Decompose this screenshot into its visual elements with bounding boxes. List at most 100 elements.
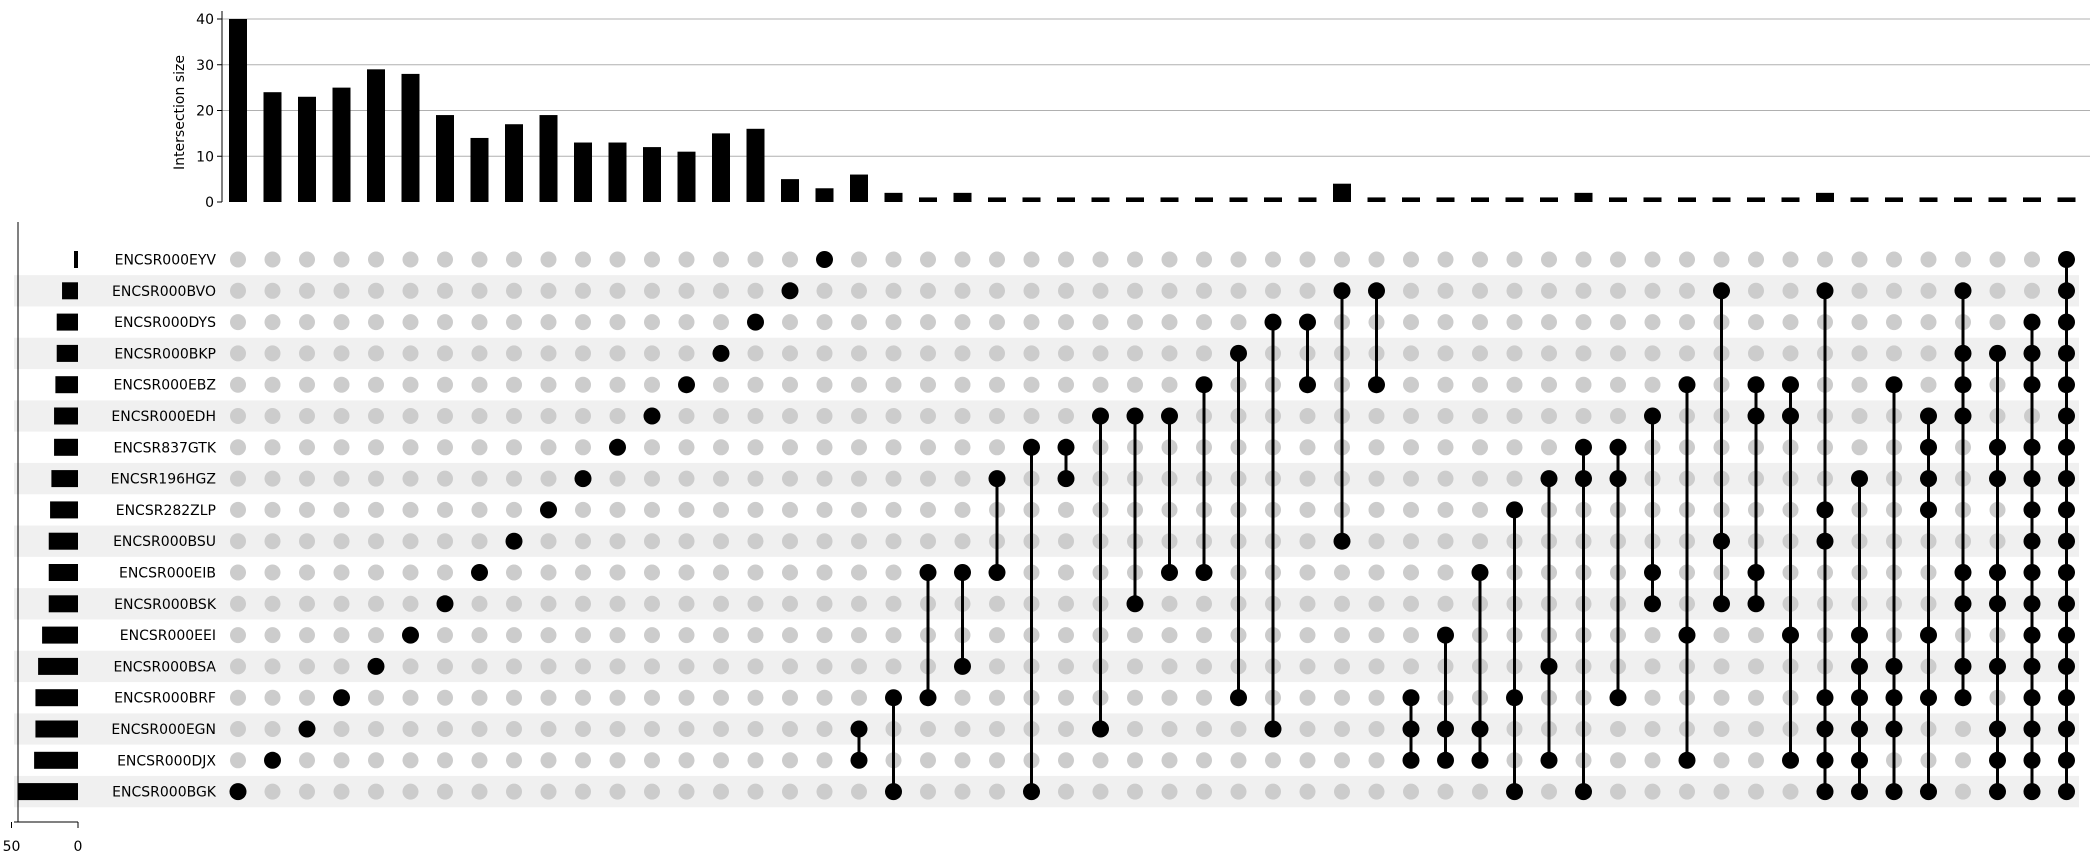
matrix-dot-inactive — [989, 314, 1005, 331]
matrix-dot-inactive — [1368, 595, 1385, 612]
intersection-bar — [884, 192, 903, 202]
matrix-dot-active — [1782, 407, 1799, 425]
intersection-bar — [1367, 197, 1386, 202]
matrix-dot-inactive — [1058, 314, 1074, 331]
intersection-bar — [1505, 197, 1524, 202]
matrix-dot-inactive — [1299, 408, 1316, 424]
set-size-bar — [18, 783, 78, 801]
set-label: ENCSR000DJX — [117, 753, 216, 769]
matrix-dot-inactive — [368, 783, 384, 800]
matrix-dot-inactive — [782, 752, 798, 769]
matrix-dot-inactive — [333, 752, 350, 769]
matrix-dot-inactive — [885, 658, 902, 675]
matrix-dot-active — [1575, 783, 1592, 801]
matrix-dot-inactive — [954, 408, 971, 424]
matrix-dot-inactive — [1127, 345, 1143, 362]
matrix-dot-inactive — [1127, 282, 1143, 299]
matrix-dot-inactive — [1196, 658, 1212, 675]
set-size-bar — [74, 251, 78, 268]
matrix-dot-active — [988, 564, 1006, 581]
matrix-dot-inactive — [1403, 501, 1419, 518]
matrix-dot-inactive — [644, 282, 660, 299]
set-label: ENCSR000BGK — [112, 785, 217, 801]
matrix-dot-inactive — [299, 314, 315, 331]
matrix-dot-inactive — [1368, 564, 1385, 581]
matrix-dot-inactive — [816, 627, 833, 644]
matrix-dot-inactive — [954, 251, 971, 268]
intersection-bar — [1195, 197, 1213, 202]
intersection-bar — [2023, 197, 2041, 202]
matrix-dot-inactive — [264, 533, 281, 550]
matrix-dot-inactive — [851, 627, 867, 644]
matrix-dot-inactive — [1541, 251, 1557, 268]
matrix-dot-inactive — [1127, 689, 1143, 706]
matrix-dot-inactive — [782, 439, 798, 456]
matrix-dot-inactive — [333, 251, 350, 268]
matrix-dot-inactive — [989, 721, 1005, 737]
matrix-dot-inactive — [1541, 376, 1557, 393]
matrix-dot-active — [1644, 564, 1661, 581]
matrix-dot-inactive — [713, 627, 729, 644]
matrix-dot-inactive — [1851, 345, 1868, 362]
matrix-dot-active — [1954, 689, 1972, 707]
matrix-dot-inactive — [1023, 345, 1040, 362]
matrix-dot-inactive — [1644, 314, 1661, 331]
set-label: ENCSR000BSU — [113, 534, 216, 550]
matrix-dot-inactive — [1506, 314, 1523, 331]
matrix-dot-inactive — [713, 439, 729, 456]
intersection-bar — [332, 87, 351, 202]
matrix-dot-inactive — [575, 501, 591, 518]
matrix-dot-inactive — [782, 783, 798, 800]
matrix-dot-inactive — [1334, 658, 1350, 675]
matrix-dot-inactive — [644, 721, 660, 737]
matrix-dot-inactive — [1610, 752, 1626, 769]
matrix-dot-active — [1747, 407, 1765, 425]
matrix-dot-active — [1437, 720, 1454, 738]
matrix-dot-active — [2023, 689, 2041, 707]
matrix-dot-active — [1954, 344, 1972, 362]
matrix-dot-inactive — [782, 501, 798, 518]
matrix-dot-active — [1678, 376, 1696, 394]
matrix-dot-inactive — [885, 251, 902, 268]
matrix-dot-inactive — [644, 752, 660, 769]
matrix-dot-active — [574, 470, 592, 488]
matrix-dot-active — [747, 313, 764, 331]
matrix-dot-inactive — [437, 689, 453, 706]
matrix-dot-inactive — [644, 314, 660, 331]
matrix-dot-inactive — [782, 689, 798, 706]
intersection-size-panel: 0 10 20 30 40 — [196, 11, 2090, 211]
matrix-dot-inactive — [816, 595, 833, 612]
matrix-dot-inactive — [264, 595, 281, 612]
matrix-dot-inactive — [575, 282, 591, 299]
matrix-dot-inactive — [506, 564, 522, 581]
intersection-bar — [539, 115, 558, 202]
matrix-dot-inactive — [644, 376, 660, 393]
matrix-dot-inactive — [989, 627, 1005, 644]
set-size-bar — [48, 532, 78, 550]
intersection-bar — [1091, 197, 1110, 202]
intersection-bar — [1264, 197, 1282, 202]
matrix-dot-active — [2023, 532, 2041, 550]
matrix-dot-inactive — [747, 627, 764, 644]
set-size-bar — [50, 501, 78, 519]
matrix-dot-inactive — [264, 658, 281, 675]
matrix-dot-active — [1920, 783, 1937, 801]
matrix-dot-active — [1885, 720, 1903, 738]
matrix-dot-inactive — [368, 345, 384, 362]
matrix-dot-inactive — [747, 282, 764, 299]
matrix-dot-active — [1540, 470, 1558, 488]
matrix-dot-inactive — [1196, 783, 1212, 800]
matrix-dot-inactive — [230, 345, 246, 362]
membership-matrix — [229, 251, 2075, 801]
matrix-dot-active — [2058, 344, 2075, 362]
matrix-dot-inactive — [1782, 783, 1799, 800]
matrix-dot-inactive — [1403, 251, 1419, 268]
matrix-dot-inactive — [230, 314, 246, 331]
matrix-dot-inactive — [437, 658, 453, 675]
matrix-dot-active — [1402, 689, 1420, 707]
matrix-dot-inactive — [368, 470, 384, 487]
row-stripe — [14, 713, 2079, 745]
matrix-dot-active — [1333, 532, 1351, 550]
matrix-dot-active — [333, 689, 350, 707]
matrix-dot-inactive — [816, 721, 833, 737]
